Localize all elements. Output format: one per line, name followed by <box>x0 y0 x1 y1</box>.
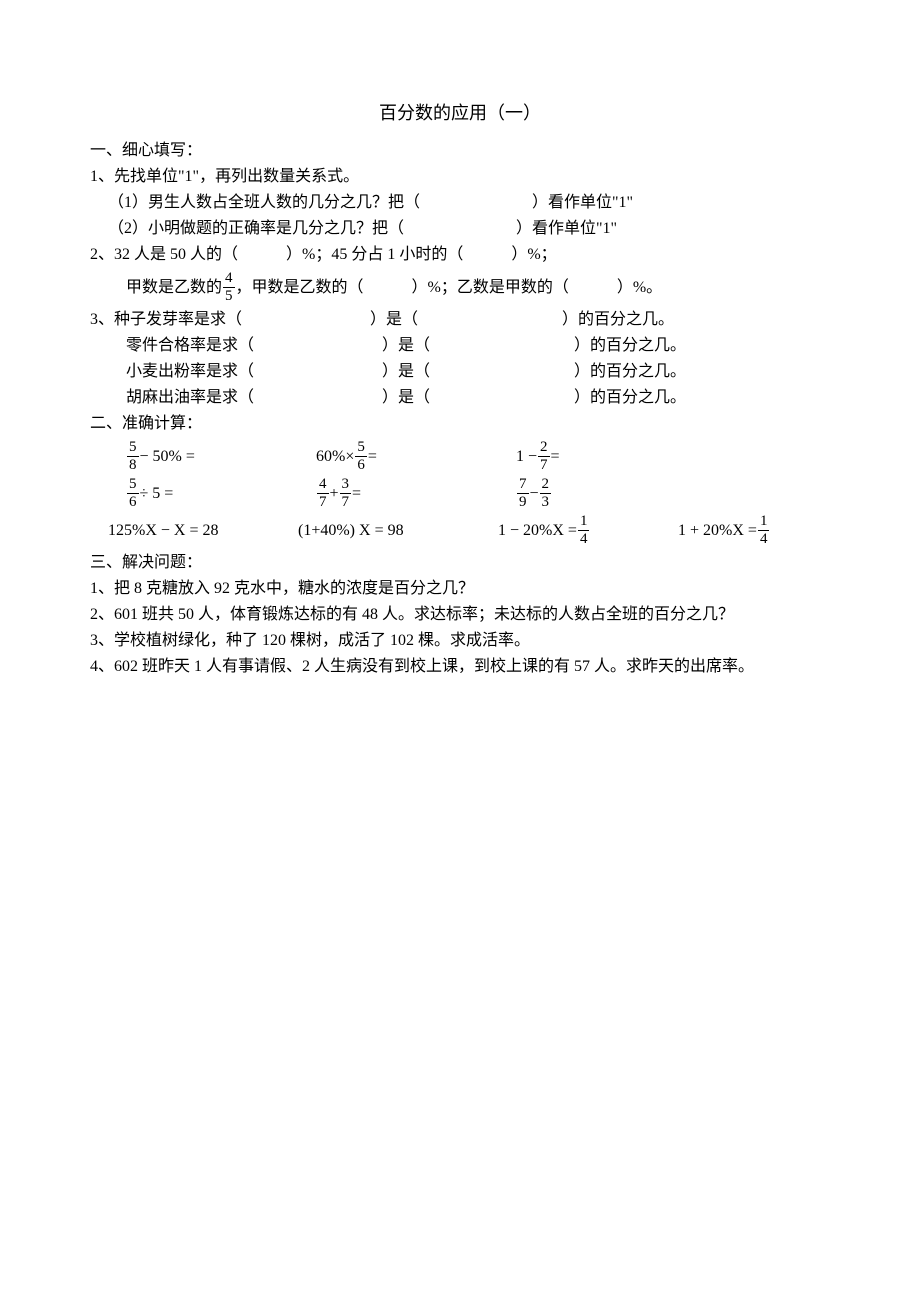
r2c3-mid: − <box>530 482 539 506</box>
calc-r1c1: 5 8 − 50% = <box>126 440 316 473</box>
r2c3-f1-num: 7 <box>517 477 529 494</box>
q3-r2: 零件合格率是求（ ）是（ ）的百分之几。 <box>90 334 830 358</box>
calc-r2c2: 4 7 + 3 7 = <box>316 477 516 510</box>
calc-r3c1: 125%X − X = 28 <box>108 514 298 547</box>
r1c3-frac: 2 7 <box>538 440 550 473</box>
calc-r1c3: 1 − 2 7 = <box>516 440 696 473</box>
calc-r2c1: 5 6 ÷ 5 = <box>126 477 316 510</box>
r1c3-pre: 1 − <box>516 445 537 469</box>
r2c3-frac2: 2 3 <box>540 477 552 510</box>
calc-r3c3: 1 − 20%X = 1 4 <box>498 514 678 547</box>
calc-r3c2: (1+40%) X = 98 <box>298 514 498 547</box>
r2c2-frac1: 4 7 <box>317 477 329 510</box>
q3-r3: 小麦出粉率是求（ ）是（ ）的百分之几。 <box>90 360 830 384</box>
q2-part2-post: ，甲数是乙数的（ ）%；乙数是甲数的（ ）%。 <box>236 276 663 300</box>
r1c3-num: 2 <box>538 440 550 457</box>
r2c2-post: = <box>352 482 361 506</box>
q2-fraction: 4 5 <box>223 271 235 304</box>
r2c1-num: 5 <box>127 477 139 494</box>
s3-q4: 4、602 班昨天 1 人有事请假、2 人生病没有到校上课，到校上课的有 57 … <box>90 655 830 679</box>
calc-r3c4: 1 + 20%X = 1 4 <box>678 514 838 547</box>
q1-sub2: （2）小明做题的正确率是几分之几？把（ ）看作单位"1" <box>90 217 830 241</box>
r3c3-num: 1 <box>578 514 590 531</box>
r2c3-frac1: 7 9 <box>517 477 529 510</box>
s3-q2: 2、601 班共 50 人，体育锻炼达标的有 48 人。求达标率；未达标的人数占… <box>90 603 830 627</box>
r2c3-f2-num: 2 <box>540 477 552 494</box>
q2-frac-num: 4 <box>223 271 235 288</box>
calc-row-1: 5 8 − 50% = 60%× 5 6 = 1 − 2 7 = <box>90 440 830 473</box>
r2c2-f1-num: 4 <box>317 477 329 494</box>
r2c1-frac: 5 6 <box>127 477 139 510</box>
q2-part2-pre: 甲数是乙数的 <box>126 276 222 300</box>
r1c1-den: 8 <box>127 457 139 473</box>
s3-q3: 3、学校植树绿化，种了 120 棵树，成活了 102 棵。求成活率。 <box>90 629 830 653</box>
q2-frac-den: 5 <box>223 288 235 304</box>
calc-row-2: 5 6 ÷ 5 = 4 7 + 3 7 = 7 9 − 2 <box>90 477 830 510</box>
r1c1-frac: 5 8 <box>127 440 139 473</box>
r2c3-f2-den: 3 <box>540 494 552 510</box>
r2c2-frac2: 3 7 <box>340 477 352 510</box>
r1c1-num: 5 <box>127 440 139 457</box>
r1c2-frac: 5 6 <box>355 440 367 473</box>
r2c1-den: 6 <box>127 494 139 510</box>
q1-intro: 1、先找单位"1"，再列出数量关系式。 <box>90 165 830 189</box>
r1c2-num: 5 <box>355 440 367 457</box>
r1c2-post: = <box>368 445 377 469</box>
worksheet-page: 百分数的应用（一） 一、细心填写： 1、先找单位"1"，再列出数量关系式。 （1… <box>0 0 920 679</box>
section1-header: 一、细心填写： <box>90 139 830 163</box>
calc-r1c2: 60%× 5 6 = <box>316 440 516 473</box>
r3c4-num: 1 <box>758 514 770 531</box>
r1c2-pre: 60%× <box>316 445 354 469</box>
r1c3-post: = <box>551 445 560 469</box>
r1c2-den: 6 <box>355 457 367 473</box>
q2-line1: 2、32 人是 50 人的（ ）%；45 分占 1 小时的（ ）%； <box>90 243 830 267</box>
q2-line2: 甲数是乙数的 4 5 ，甲数是乙数的（ ）%；乙数是甲数的（ ）%。 <box>90 271 662 304</box>
r3c4-pre: 1 + 20%X = <box>678 519 757 543</box>
r3c3-pre: 1 − 20%X = <box>498 519 577 543</box>
calc-row-3: 125%X − X = 28 (1+40%) X = 98 1 − 20%X =… <box>90 514 830 547</box>
r2c2-f2-den: 7 <box>340 494 352 510</box>
r3c3-den: 4 <box>578 531 590 547</box>
r2c2-f1-den: 7 <box>317 494 329 510</box>
r2c2-f2-num: 3 <box>340 477 352 494</box>
r2c2-mid: + <box>330 482 339 506</box>
r3c4-frac: 1 4 <box>758 514 770 547</box>
q3-r4: 胡麻出油率是求（ ）是（ ）的百分之几。 <box>90 386 830 410</box>
q3-r1: 3、种子发芽率是求（ ）是（ ）的百分之几。 <box>90 308 830 332</box>
r3c4-den: 4 <box>758 531 770 547</box>
section2-header: 二、准确计算： <box>90 412 830 436</box>
section3-header: 三、解决问题： <box>90 551 830 575</box>
r1c1-post: − 50% = <box>140 445 195 469</box>
s3-q1: 1、把 8 克糖放入 92 克水中，糖水的浓度是百分之几？ <box>90 577 830 601</box>
r3c3-frac: 1 4 <box>578 514 590 547</box>
r2c1-post: ÷ 5 = <box>140 482 174 506</box>
r1c3-den: 7 <box>538 457 550 473</box>
page-title: 百分数的应用（一） <box>90 100 830 127</box>
q1-sub1: （1）男生人数占全班人数的几分之几？把（ ）看作单位"1" <box>90 191 830 215</box>
r2c3-f1-den: 9 <box>517 494 529 510</box>
calc-r2c3: 7 9 − 2 3 <box>516 477 696 510</box>
